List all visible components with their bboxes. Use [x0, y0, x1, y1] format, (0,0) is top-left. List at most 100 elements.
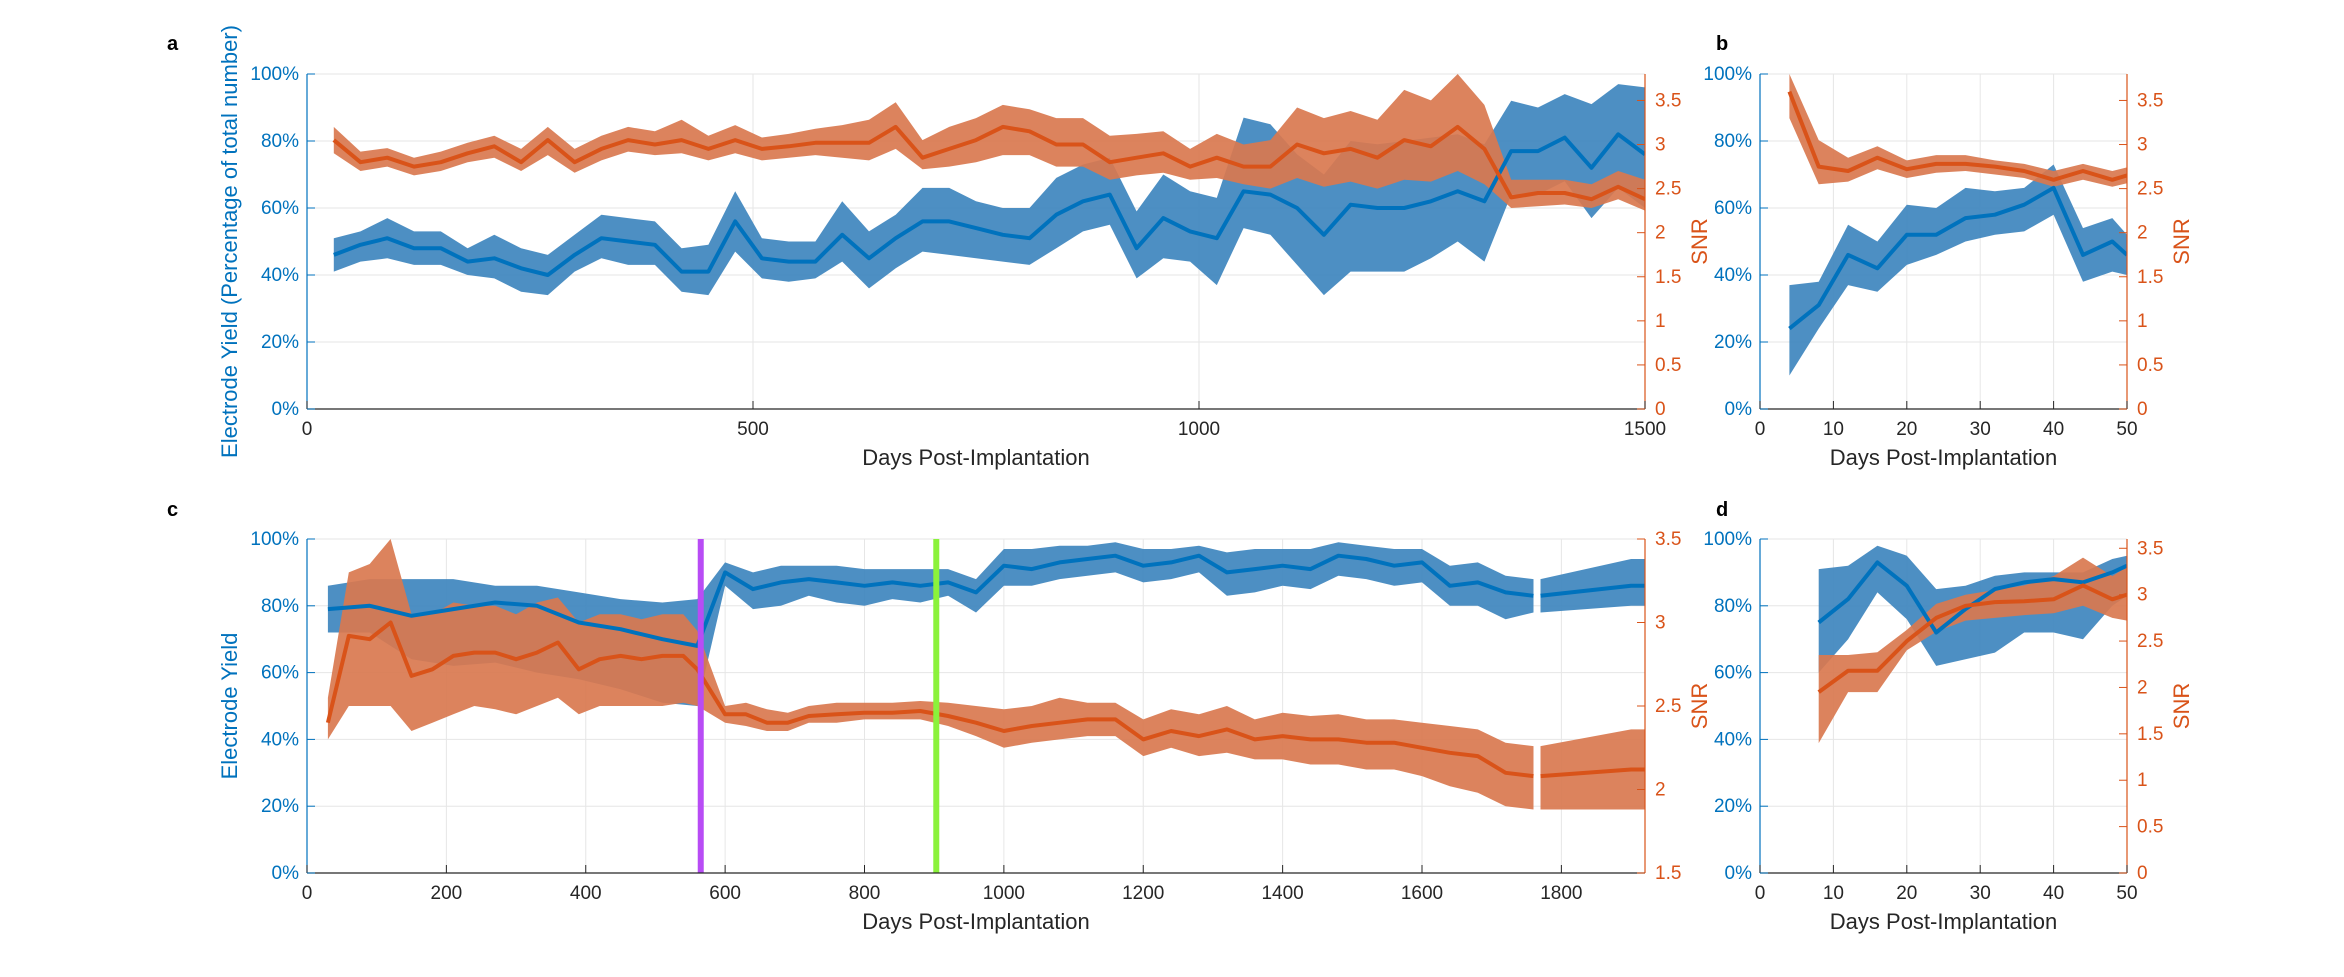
- x-axis-title: Days Post-Implantation: [862, 445, 1089, 470]
- plot-area: [1787, 74, 2127, 376]
- y-left-tick-label: 80%: [261, 596, 299, 617]
- y-right-tick-label: 1: [2137, 770, 2148, 791]
- y-left-tick-label: 0%: [1725, 399, 1753, 420]
- x-tick-label: 1400: [1261, 883, 1303, 904]
- y-left-tick-label: 20%: [1714, 796, 1752, 817]
- y-right-tick-label: 2.5: [2137, 179, 2163, 200]
- x-tick-label: 50: [2116, 419, 2137, 440]
- y-right-tick-label: 3.5: [1655, 90, 1681, 111]
- y-right-tick-label: 1: [2137, 311, 2148, 332]
- y-right-tick-label: 2: [1655, 780, 1666, 801]
- y-left-tick-label: 60%: [261, 198, 299, 219]
- line-yield: [1540, 583, 1645, 598]
- y-left-tick-label: 40%: [261, 265, 299, 286]
- line-yield: [333, 132, 1645, 277]
- band-snr: [1818, 557, 2127, 744]
- x-tick-label: 0: [302, 419, 313, 440]
- y-right-tick-label: 0: [1655, 399, 1666, 420]
- line-snr: [1787, 90, 2127, 182]
- y-right-tick-label: 3.5: [2137, 538, 2163, 559]
- y-right-tick-label: 3: [2137, 135, 2148, 156]
- y-right-tick-label: 0: [2137, 863, 2148, 884]
- y-left-tick-label: 0%: [1725, 863, 1753, 884]
- plot-area: [325, 539, 1645, 810]
- x-tick-label: 1000: [1178, 419, 1220, 440]
- y-axis-title-left: Electrode Yield (Percentage of total num…: [217, 25, 242, 458]
- line-yield: [327, 553, 1534, 648]
- plot-area: [332, 74, 1645, 296]
- band-yield: [333, 84, 1645, 296]
- x-tick-label: 600: [709, 883, 741, 904]
- x-tick-label: 40: [2043, 883, 2064, 904]
- panel-d-chart: 0 10 20 30 40 50 0% 20% 40% 60% 80% 100% 0 0.5 1 1.5 2 2.…: [1703, 529, 2194, 934]
- x-tick-label: 500: [737, 419, 769, 440]
- line-snr: [1817, 583, 2127, 694]
- x-tick-label: 1800: [1540, 883, 1582, 904]
- y-right-tick-label: 1.5: [1655, 267, 1681, 288]
- y-right-tick-label: 2.5: [2137, 631, 2163, 652]
- y-left-tick-label: 100%: [1703, 64, 1752, 85]
- panel-b-chart: 0 10 20 30 40 50 0% 20% 40% 60% 80% 100% 0 0.5 1 1.5 2 2.…: [1703, 64, 2194, 470]
- line-yield: [1788, 185, 2127, 331]
- x-tick-label: 20: [1896, 883, 1917, 904]
- y-left-tick-label: 60%: [261, 663, 299, 684]
- y-left-tick-label: 40%: [1714, 265, 1752, 286]
- x-axis-title: Days Post-Implantation: [1830, 909, 2057, 934]
- y-right-tick-label: 2.5: [1655, 696, 1681, 717]
- y-right-tick-label: 3.5: [1655, 529, 1681, 550]
- y-right-tick-label: 2: [2137, 677, 2148, 698]
- x-tick-label: 10: [1823, 883, 1844, 904]
- y-right-tick-label: 3.5: [2137, 90, 2163, 111]
- y-right-tick-label: 3: [1655, 613, 1666, 634]
- panel-letter-a: a: [167, 33, 179, 55]
- panel-letter-d: d: [1716, 499, 1728, 521]
- line-snr: [325, 620, 1534, 779]
- y-right-tick-label: 0.5: [1655, 355, 1681, 376]
- line-snr: [1540, 767, 1645, 779]
- band-snr: [1540, 729, 1645, 810]
- y-left-tick-label: 40%: [261, 729, 299, 750]
- band-yield: [1540, 559, 1645, 613]
- y-axis-title-right: SNR: [1687, 218, 1712, 264]
- panel-letter-b: b: [1716, 33, 1728, 55]
- y-left-tick-label: 20%: [261, 332, 299, 353]
- y-right-tick-label: 1.5: [1655, 863, 1681, 884]
- y-left-tick-label: 0%: [272, 863, 300, 884]
- y-left-tick-label: 100%: [250, 529, 299, 550]
- x-tick-label: 20: [1896, 419, 1917, 440]
- y-right-tick-label: 0: [2137, 399, 2148, 420]
- band-snr: [327, 539, 1534, 810]
- band-snr: [333, 74, 1645, 211]
- y-left-tick-label: 100%: [1703, 529, 1752, 550]
- y-axis-title-right: SNR: [2169, 683, 2194, 729]
- y-left-tick-label: 20%: [261, 796, 299, 817]
- y-axis-title-right: SNR: [1687, 683, 1712, 729]
- y-left-tick-label: 20%: [1714, 332, 1752, 353]
- x-axis-title: Days Post-Implantation: [1830, 445, 2057, 470]
- x-tick-label: 30: [1970, 883, 1991, 904]
- panel-letter-c: c: [167, 499, 178, 521]
- x-tick-label: 0: [302, 883, 313, 904]
- band-yield: [1789, 164, 2127, 376]
- y-left-tick-label: 100%: [250, 64, 299, 85]
- x-tick-label: 400: [570, 883, 602, 904]
- x-tick-label: 0: [1755, 883, 1766, 904]
- y-left-tick-label: 80%: [1714, 596, 1752, 617]
- x-tick-label: 800: [849, 883, 881, 904]
- y-right-tick-label: 3: [2137, 585, 2148, 606]
- plot-area: [1817, 545, 2127, 744]
- x-tick-label: 0: [1755, 419, 1766, 440]
- x-tick-label: 1000: [983, 883, 1025, 904]
- y-right-tick-label: 2.5: [1655, 179, 1681, 200]
- x-tick-label: 1600: [1401, 883, 1443, 904]
- y-left-tick-label: 60%: [1714, 198, 1752, 219]
- line-yield: [1817, 560, 2127, 635]
- y-left-tick-label: 0%: [272, 399, 300, 420]
- panel-a-chart: 0 500 1000 1500 0% 20% 40% 60% 80% 100% 0 0.5 1 1.5 2 2…: [217, 25, 1712, 470]
- line-snr: [332, 124, 1645, 202]
- x-tick-label: 200: [431, 883, 463, 904]
- y-left-tick-label: 80%: [1714, 131, 1752, 152]
- x-tick-label: 40: [2043, 419, 2064, 440]
- y-left-tick-label: 60%: [1714, 663, 1752, 684]
